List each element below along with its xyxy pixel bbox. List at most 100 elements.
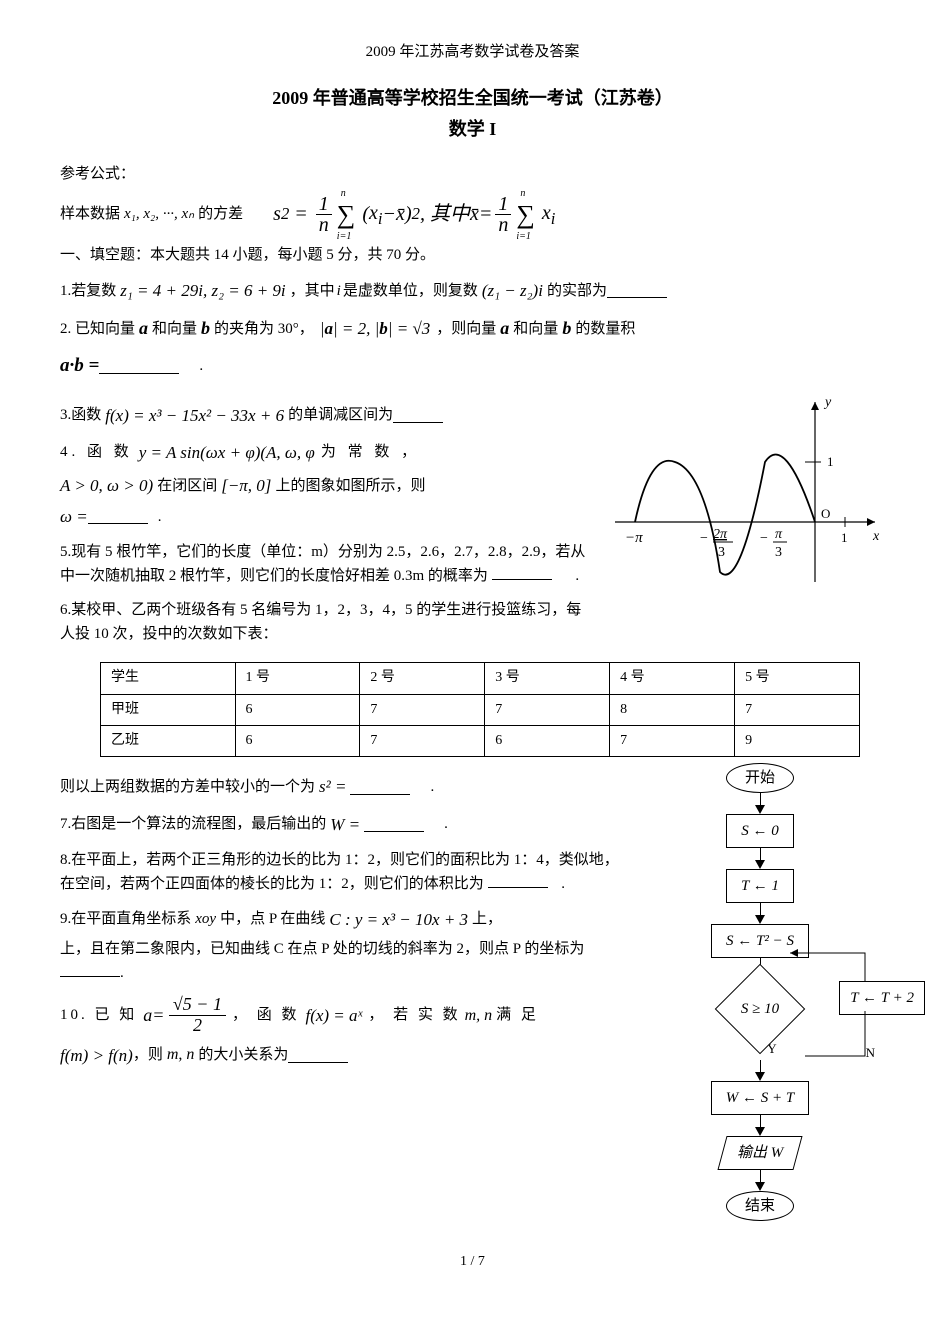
q7-blank xyxy=(364,817,424,832)
flow-out: 输出 W xyxy=(717,1136,802,1170)
q2-vec-b2: b xyxy=(562,314,571,343)
exam-subtitle: 数学 I xyxy=(60,115,885,144)
q4-e: 在闭区间 xyxy=(157,474,217,498)
q10-g: 满 足 xyxy=(496,1003,539,1027)
flow-s0: S ← 0 xyxy=(726,814,794,848)
svg-text:1: 1 xyxy=(841,530,848,545)
th-1: 1 号 xyxy=(235,663,360,694)
question-4: 4. 函 数 y = A sin(ωx + φ)(A, ω, φ 为 常 数 ，… xyxy=(60,439,595,531)
td: 7 xyxy=(485,694,610,725)
svg-text:3: 3 xyxy=(775,545,782,560)
flow-step: S ← T² − S xyxy=(711,924,809,958)
question-8: 8.在平面上，若两个正三角形的边长的比为 1：2，则它们的面积比为 1：4，类似… xyxy=(60,848,625,896)
q9-blank xyxy=(60,962,120,977)
q3-a: 3.函数 xyxy=(60,403,101,427)
th-0: 学生 xyxy=(101,663,236,694)
td: 甲班 xyxy=(101,694,236,725)
variance-formula-row: 样本数据 x₁, x₂, ···, xₙ 的方差 s2 = 1n ∑i=1n (… xyxy=(60,194,885,236)
y-axis-label: y xyxy=(823,395,832,410)
q1-text-c: ，其中 xyxy=(290,279,335,303)
flow-start: 开始 xyxy=(726,763,794,793)
th-4: 4 号 xyxy=(610,663,735,694)
q6b-blank xyxy=(350,780,410,795)
q6b-a: 则以上两组数据的方差中较小的一个为 xyxy=(60,775,315,799)
td: 9 xyxy=(735,726,860,757)
one-label: 1 xyxy=(827,454,834,469)
sample-suffix: 的方差 xyxy=(198,202,243,226)
question-2: 2. 已知向量 a 和向量 b 的夹角为 30°， |a| = 2, |b| =… xyxy=(60,314,885,381)
q4-c: 为 常 数 ， xyxy=(321,440,420,464)
q4-g: 上的图象如图所示，则 xyxy=(275,474,425,498)
q4-blank xyxy=(88,509,148,524)
svg-text:3: 3 xyxy=(718,545,725,560)
q1-text-g: 的实部为 xyxy=(547,279,607,303)
origin-label: O xyxy=(821,506,830,521)
q4-a: 4. 函 数 xyxy=(60,440,133,464)
q8-blank xyxy=(488,873,548,888)
q9-b: xoy xyxy=(195,907,216,931)
q3-c: 的单调减区间为 xyxy=(288,403,393,427)
td: 7 xyxy=(360,694,485,725)
variance-formula: s2 = 1n ∑i=1n (xi − x̄)2, 其中 x̄ = 1n ∑i=… xyxy=(273,194,555,236)
exam-title: 2009 年普通高等学校招生全国统一考试（江苏卷） xyxy=(60,84,885,113)
q10-f: m, n xyxy=(465,1003,493,1029)
sample-vars: x₁, x₂, ···, xₙ xyxy=(124,202,194,226)
q2-g: ，则向量 xyxy=(436,317,496,341)
flow-end: 结束 xyxy=(726,1191,794,1221)
q9-e: 上，且在第二象限内，已知曲线 C 在点 P 处的切线的斜率为 2，则点 P 的坐… xyxy=(60,941,584,957)
q10-e: ， 若 实 数 xyxy=(368,1003,460,1027)
flow-t1: T ← 1 xyxy=(726,869,794,903)
svg-text:−: − xyxy=(700,531,708,546)
sine-graph: x y O 1 1 −π − 2π 3 − π 3 xyxy=(605,392,885,600)
q7-a: 7.右图是一个算法的流程图，最后输出的 xyxy=(60,812,326,836)
td: 6 xyxy=(235,726,360,757)
question-5: 5.现有 5 根竹竿，它们的长度（单位：m）分别为 2.5，2.6，2.7，2.… xyxy=(60,540,595,588)
th-5: 5 号 xyxy=(735,663,860,694)
question-6-intro: 6.某校甲、乙两个班级各有 5 名编号为 1，2，3，4，5 的学生进行投篮练习… xyxy=(60,598,595,646)
question-9: 9.在平面直角坐标系 xoy 中，点 P 在曲线 C : y = x³ − 10… xyxy=(60,906,625,985)
q10-blank xyxy=(288,1048,348,1063)
td: 7 xyxy=(610,726,735,757)
q1-blank xyxy=(607,283,667,298)
q1-i: i xyxy=(337,279,341,303)
q10-a: 10. 已 知 xyxy=(60,1003,137,1027)
q10-i: ，则 xyxy=(133,1043,163,1067)
td: 7 xyxy=(360,726,485,757)
flow-wst: W ← S + T xyxy=(711,1081,809,1115)
svg-text:2π: 2π xyxy=(713,527,728,542)
td: 乙班 xyxy=(101,726,236,757)
q2-vec-b: b xyxy=(201,314,210,343)
flow-no: N xyxy=(866,1043,875,1064)
q1-math: z₁ = 4 + 29i, z₂ = 6 + 9i xyxy=(120,277,285,304)
table-row: 乙班 6 7 6 7 9 xyxy=(101,726,860,757)
q2-c: 和向量 xyxy=(152,317,197,341)
q2-k: 的数量积 xyxy=(575,317,635,341)
td: 6 xyxy=(485,726,610,757)
q2-vec-a2: a xyxy=(500,314,509,343)
q5-blank xyxy=(492,565,552,580)
table-header-row: 学生 1 号 2 号 3 号 4 号 5 号 xyxy=(101,663,860,694)
q1-text-e: 是虚数单位，则复数 xyxy=(343,279,478,303)
td: 6 xyxy=(235,694,360,725)
q2-i: 和向量 xyxy=(513,317,558,341)
q2-blank xyxy=(99,359,179,374)
q1-expr: (z₁ − z₂)i xyxy=(482,277,543,304)
q3-blank xyxy=(393,408,443,423)
x-axis-label: x xyxy=(872,529,880,544)
svg-text:π: π xyxy=(775,527,783,542)
table-row: 甲班 6 7 7 8 7 xyxy=(101,694,860,725)
page-number: 1 / 7 xyxy=(60,1251,885,1273)
td: 7 xyxy=(735,694,860,725)
q10-j: m, n xyxy=(167,1042,195,1068)
q9-a: 9.在平面直角坐标系 xyxy=(60,907,191,931)
question-1: 1.若复数 z₁ = 4 + 29i, z₂ = 6 + 9i ，其中 i 是虚… xyxy=(60,277,885,304)
flow-cond-text: S ≥ 10 xyxy=(741,997,779,1021)
q2-vec-a: a xyxy=(139,314,148,343)
q1-text-a: 1.若复数 xyxy=(60,279,116,303)
shots-table: 学生 1 号 2 号 3 号 4 号 5 号 甲班 6 7 7 8 7 乙班 6… xyxy=(100,662,860,757)
flow-out-text: 输出 W xyxy=(737,1141,783,1165)
th-2: 2 号 xyxy=(360,663,485,694)
flow-cond: S ≥ 10 xyxy=(715,979,805,1039)
q10-c: ， 函 数 xyxy=(232,1003,300,1027)
question-10: 10. 已 知 a = √5 − 1 2 ， 函 数 f(x) = aˣ ， 若… xyxy=(60,995,625,1069)
